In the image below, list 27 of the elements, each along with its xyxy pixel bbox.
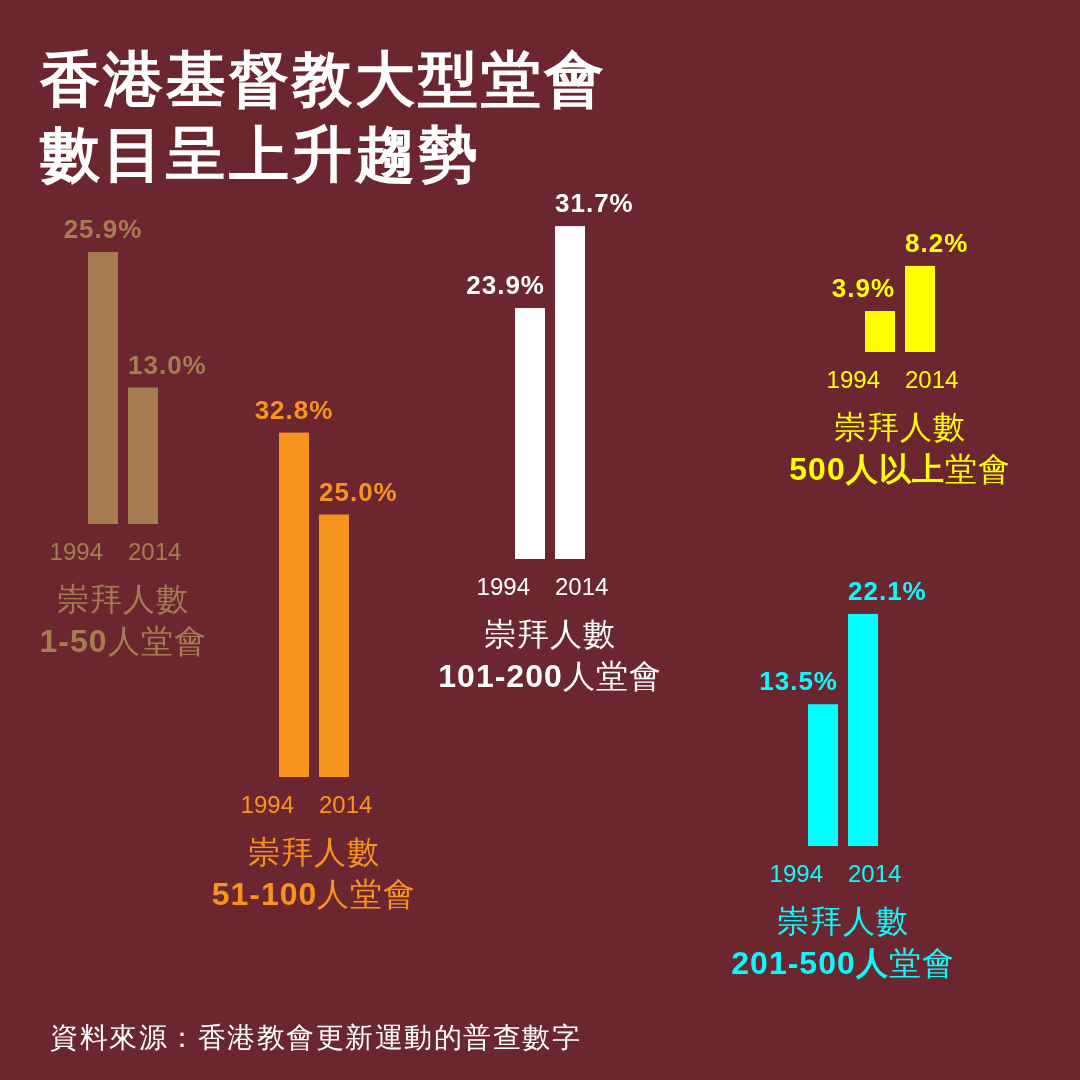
title: 香港基督教大型堂會數目呈上升趨勢 [40, 44, 607, 189]
annotation: 資料來源：香港教會更新運動的普查數字 [50, 1022, 581, 1053]
tick-label: 1994 [826, 366, 880, 393]
value-label: 3.9% [831, 273, 895, 304]
xlabel: 崇拜人數 500人以上堂會 [789, 409, 1011, 487]
tick-label: 2014 [128, 538, 182, 565]
xlabel: 崇拜人數 1-50人堂會 [39, 581, 207, 659]
tick-label: 1994 [476, 573, 530, 600]
tick-label: 2014 [848, 860, 902, 887]
value-label: 25.9% [63, 214, 143, 245]
value-label: 32.8% [254, 394, 334, 425]
tick-label: 1994 [240, 791, 294, 818]
tick-label: 2014 [905, 366, 959, 393]
xlabel: 崇拜人數 201-500人堂會 [731, 903, 955, 981]
tick-label: 1994 [769, 860, 823, 887]
value-label: 13.5% [759, 666, 838, 697]
tick-label: 2014 [319, 791, 373, 818]
value-label: 23.9% [466, 270, 545, 301]
xlabel: 崇拜人數 51-100人堂會 [211, 834, 417, 912]
value-label: 13.0% [128, 349, 207, 380]
value-label: 31.7% [555, 188, 634, 219]
xlabel: 崇拜人數 101-200人堂會 [438, 616, 662, 694]
value-label: 25.0% [319, 476, 398, 507]
value-label: 8.2% [905, 227, 969, 258]
value-label: 22.1% [848, 575, 927, 606]
tick-label: 1994 [49, 538, 103, 565]
tick-label: 2014 [555, 573, 609, 600]
